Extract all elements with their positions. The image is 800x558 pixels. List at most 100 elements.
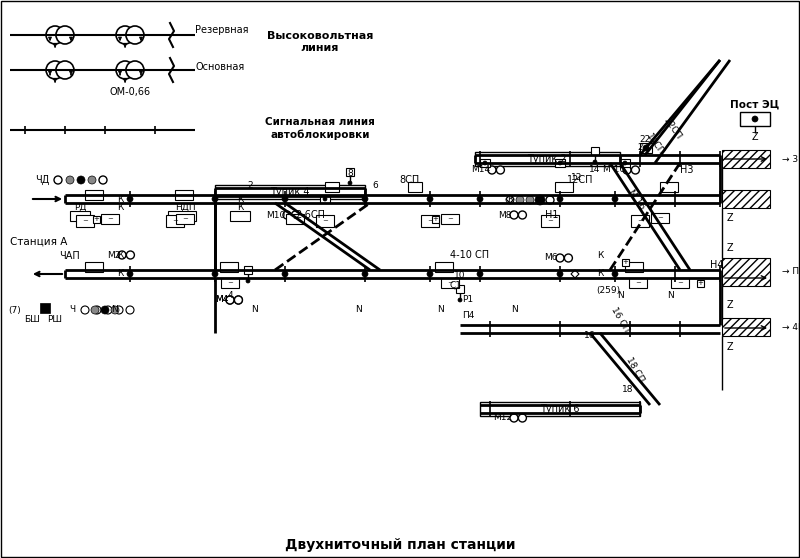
Text: 22: 22 [639, 136, 650, 145]
Circle shape [91, 306, 99, 314]
Circle shape [212, 271, 218, 277]
Text: 6: 6 [372, 180, 378, 190]
Circle shape [556, 254, 564, 262]
Circle shape [126, 26, 144, 44]
Circle shape [46, 26, 64, 44]
Circle shape [234, 296, 242, 304]
Circle shape [246, 279, 250, 283]
Bar [722, 258, 770, 286]
Bar [244, 266, 252, 274]
Text: К: К [237, 195, 243, 204]
Text: Тупик 2: Тупик 2 [527, 154, 567, 164]
Circle shape [126, 306, 134, 314]
Text: М 16: М 16 [603, 166, 625, 175]
Bar [722, 150, 770, 168]
Text: РД: РД [74, 203, 86, 211]
Bar [70, 211, 90, 221]
Text: (7): (7) [9, 305, 22, 315]
Circle shape [283, 211, 291, 219]
Text: К: К [597, 270, 603, 278]
Text: 22СП: 22СП [662, 116, 682, 141]
Bar [421, 215, 439, 227]
Text: ~: ~ [657, 215, 663, 221]
Bar [431, 215, 438, 223]
Bar [541, 215, 559, 227]
Circle shape [101, 306, 109, 314]
Circle shape [348, 181, 352, 185]
Text: ~: ~ [677, 280, 683, 286]
Text: ~: ~ [322, 218, 328, 224]
Circle shape [518, 414, 526, 422]
Circle shape [477, 196, 483, 202]
Bar [325, 182, 339, 192]
Bar [215, 185, 365, 199]
Circle shape [362, 271, 368, 277]
Bar [591, 147, 599, 155]
Text: М14: М14 [471, 166, 490, 175]
Text: С1: С1 [449, 281, 461, 290]
Text: ~: ~ [635, 280, 641, 286]
Bar [220, 262, 238, 272]
Bar [555, 182, 573, 192]
Text: ~: ~ [547, 218, 553, 224]
Circle shape [458, 298, 462, 302]
Bar [620, 159, 630, 167]
Circle shape [565, 254, 573, 262]
Text: 16 СП: 16 СП [610, 306, 630, 334]
Text: НДП: НДП [174, 203, 195, 211]
Text: Тупик 4: Тупик 4 [270, 187, 310, 197]
Circle shape [56, 61, 74, 79]
Circle shape [612, 196, 618, 202]
Circle shape [104, 306, 112, 314]
Text: 8: 8 [347, 169, 353, 177]
Text: Сигнальная линия: Сигнальная линия [265, 117, 375, 127]
Text: 8СП: 8СП [400, 175, 420, 185]
Text: +: + [622, 259, 628, 265]
Circle shape [56, 26, 74, 44]
Text: +: + [432, 216, 438, 222]
Bar [640, 143, 652, 153]
Circle shape [631, 166, 639, 174]
Bar [480, 402, 640, 416]
Text: автоблокировки: автоблокировки [270, 130, 370, 140]
Circle shape [488, 166, 496, 174]
Text: К: К [117, 195, 123, 204]
Circle shape [93, 306, 101, 314]
Bar [435, 262, 453, 272]
Circle shape [557, 196, 563, 202]
Text: К: К [597, 252, 603, 261]
Bar [722, 318, 770, 336]
Bar [441, 214, 459, 224]
Circle shape [99, 176, 107, 184]
Bar [740, 112, 770, 126]
Text: ~: ~ [227, 280, 233, 286]
Circle shape [66, 176, 74, 184]
Circle shape [226, 296, 234, 304]
Text: 12: 12 [571, 174, 582, 182]
Bar [475, 152, 620, 166]
Text: 4: 4 [227, 291, 233, 300]
Text: П4: П4 [462, 310, 474, 320]
Text: N: N [252, 305, 258, 315]
Bar [456, 285, 464, 293]
Bar [175, 190, 193, 200]
Bar [316, 215, 334, 227]
Text: 12СП: 12СП [566, 175, 594, 185]
Text: ~: ~ [447, 280, 453, 286]
Circle shape [427, 271, 433, 277]
Bar [85, 190, 103, 200]
Circle shape [77, 176, 85, 184]
Circle shape [643, 145, 649, 151]
Text: 22: 22 [638, 143, 649, 152]
Bar [625, 262, 643, 272]
Bar [622, 258, 629, 266]
Text: Z: Z [726, 300, 734, 310]
Text: Ч: Ч [69, 305, 75, 315]
Circle shape [546, 196, 554, 204]
Bar [221, 278, 239, 288]
Bar [286, 214, 304, 224]
Text: Н4: Н4 [710, 260, 723, 270]
Circle shape [477, 271, 483, 277]
Text: К: К [507, 195, 513, 204]
Bar [320, 195, 330, 203]
